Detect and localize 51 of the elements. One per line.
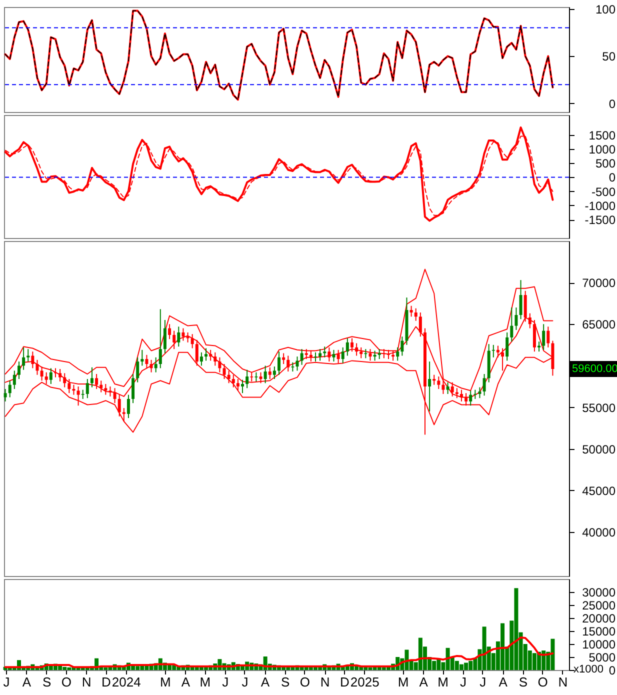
x-tick-label: M (200, 674, 211, 690)
y-tick-label: -500 (591, 184, 616, 199)
x-tick-label: N (82, 674, 92, 690)
x-tick-label: S (281, 674, 290, 690)
y-axis-title: x1000 (574, 664, 604, 676)
y-tick-label: 0 (608, 170, 616, 185)
x-tick-label: M (398, 674, 409, 690)
y-tick-label: 55000 (582, 400, 616, 415)
y-tick-label: -1000 (584, 198, 616, 213)
y-tick-label: 50 (602, 50, 616, 64)
y-tick-label: 70000 (582, 276, 616, 290)
y-tick-label: 0 (608, 96, 616, 111)
x-tick-label: J (222, 674, 229, 690)
x-tick-label: J (460, 674, 467, 690)
y-tick-label: 5000 (588, 650, 616, 664)
x-tick-label: J (480, 674, 486, 690)
x-tick-label: S (42, 674, 52, 690)
y-tick-label: 65000 (582, 318, 616, 332)
y-tick-label: 500 (595, 156, 616, 171)
x-tick-label: M (160, 674, 171, 690)
x-tick-label: J (3, 674, 10, 690)
x-tick-label: O (538, 674, 548, 690)
y-tick-label: 10000 (582, 638, 616, 652)
x-tick-label: M (438, 674, 448, 690)
x-tick-label: D (101, 674, 111, 690)
x-tick-label: O (61, 674, 72, 690)
y-tick-label: 1000 (588, 142, 616, 156)
x-tick-label: N (558, 674, 568, 690)
y-tick-label: 40000 (582, 525, 616, 540)
x-tick-label: S (518, 674, 528, 690)
x-tick-label: O (300, 674, 310, 690)
x-tick-label: J (242, 674, 248, 690)
y-tick-label: 1500 (588, 128, 616, 142)
y-tick-label: 100 (595, 2, 616, 16)
x-tick-label: A (181, 674, 190, 690)
y-tick-label: 20000 (582, 612, 616, 626)
x-tick-label: D (340, 674, 350, 690)
x-tick-label: 2025 (350, 674, 380, 690)
y-tick-label: -1500 (584, 213, 616, 228)
x-tick-label: 2024 (112, 674, 141, 690)
x-tick-label: A (22, 674, 32, 690)
x-tick-label: N (320, 674, 330, 690)
y-tick-label: 50000 (582, 442, 616, 456)
x-tick-label: A (260, 674, 270, 690)
y-tick-label: 25000 (582, 598, 616, 612)
y-tick-label: 0 (608, 664, 616, 678)
y-tick-label: 45000 (582, 484, 616, 498)
y-tick-label: 15000 (582, 624, 616, 638)
x-tick-label: A (498, 674, 508, 690)
y-tick-label: 30000 (582, 586, 616, 600)
x-tick-label: A (419, 674, 428, 690)
